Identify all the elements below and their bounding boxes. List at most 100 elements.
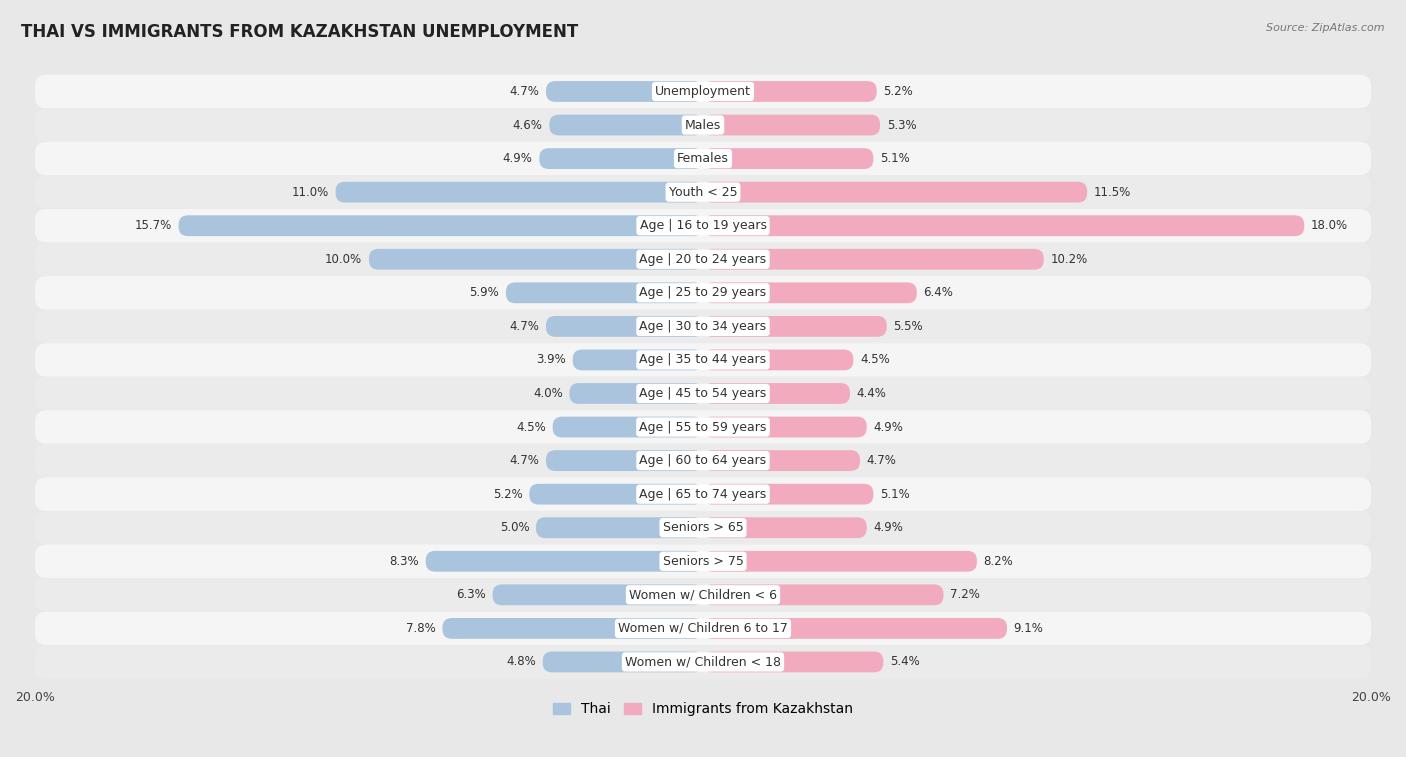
Text: Age | 30 to 34 years: Age | 30 to 34 years	[640, 320, 766, 333]
FancyBboxPatch shape	[536, 517, 703, 538]
FancyBboxPatch shape	[703, 249, 1043, 269]
Text: 10.2%: 10.2%	[1050, 253, 1088, 266]
FancyBboxPatch shape	[543, 652, 703, 672]
Text: Unemployment: Unemployment	[655, 85, 751, 98]
FancyBboxPatch shape	[546, 81, 703, 102]
Text: 5.3%: 5.3%	[887, 119, 917, 132]
FancyBboxPatch shape	[703, 484, 873, 505]
Text: 5.1%: 5.1%	[880, 152, 910, 165]
Legend: Thai, Immigrants from Kazakhstan: Thai, Immigrants from Kazakhstan	[547, 696, 859, 721]
Text: 15.7%: 15.7%	[135, 220, 172, 232]
Text: 7.8%: 7.8%	[406, 622, 436, 635]
FancyBboxPatch shape	[703, 114, 880, 136]
FancyBboxPatch shape	[553, 416, 703, 438]
FancyBboxPatch shape	[506, 282, 703, 304]
FancyBboxPatch shape	[179, 215, 703, 236]
Text: Youth < 25: Youth < 25	[669, 185, 737, 198]
FancyBboxPatch shape	[546, 316, 703, 337]
Text: 4.9%: 4.9%	[503, 152, 533, 165]
FancyBboxPatch shape	[443, 618, 703, 639]
Text: Women w/ Children 6 to 17: Women w/ Children 6 to 17	[619, 622, 787, 635]
FancyBboxPatch shape	[572, 350, 703, 370]
FancyBboxPatch shape	[35, 511, 1371, 544]
FancyBboxPatch shape	[703, 450, 860, 471]
Text: 3.9%: 3.9%	[536, 354, 567, 366]
Text: 5.0%: 5.0%	[499, 522, 529, 534]
Text: 5.9%: 5.9%	[470, 286, 499, 299]
FancyBboxPatch shape	[35, 410, 1371, 444]
Text: Seniors > 65: Seniors > 65	[662, 522, 744, 534]
Text: 4.9%: 4.9%	[873, 421, 903, 434]
FancyBboxPatch shape	[35, 142, 1371, 176]
Text: 4.9%: 4.9%	[873, 522, 903, 534]
Text: Seniors > 75: Seniors > 75	[662, 555, 744, 568]
FancyBboxPatch shape	[703, 316, 887, 337]
Text: 4.7%: 4.7%	[509, 85, 540, 98]
Text: Age | 45 to 54 years: Age | 45 to 54 years	[640, 387, 766, 400]
Text: Age | 35 to 44 years: Age | 35 to 44 years	[640, 354, 766, 366]
Text: 5.5%: 5.5%	[893, 320, 922, 333]
Text: 5.2%: 5.2%	[494, 488, 523, 500]
Text: 18.0%: 18.0%	[1310, 220, 1348, 232]
FancyBboxPatch shape	[550, 114, 703, 136]
Text: 4.8%: 4.8%	[506, 656, 536, 668]
FancyBboxPatch shape	[703, 652, 883, 672]
FancyBboxPatch shape	[35, 645, 1371, 679]
FancyBboxPatch shape	[703, 182, 1087, 203]
FancyBboxPatch shape	[569, 383, 703, 404]
Text: 11.5%: 11.5%	[1094, 185, 1130, 198]
FancyBboxPatch shape	[703, 81, 877, 102]
Text: Females: Females	[678, 152, 728, 165]
Text: 4.7%: 4.7%	[509, 454, 540, 467]
FancyBboxPatch shape	[703, 215, 1305, 236]
FancyBboxPatch shape	[546, 450, 703, 471]
Text: 4.7%: 4.7%	[866, 454, 897, 467]
Text: 9.1%: 9.1%	[1014, 622, 1043, 635]
FancyBboxPatch shape	[35, 176, 1371, 209]
Text: Age | 20 to 24 years: Age | 20 to 24 years	[640, 253, 766, 266]
Text: 5.4%: 5.4%	[890, 656, 920, 668]
FancyBboxPatch shape	[35, 343, 1371, 377]
Text: Women w/ Children < 6: Women w/ Children < 6	[628, 588, 778, 601]
FancyBboxPatch shape	[35, 377, 1371, 410]
FancyBboxPatch shape	[426, 551, 703, 572]
Text: THAI VS IMMIGRANTS FROM KAZAKHSTAN UNEMPLOYMENT: THAI VS IMMIGRANTS FROM KAZAKHSTAN UNEMP…	[21, 23, 578, 41]
FancyBboxPatch shape	[540, 148, 703, 169]
Text: 8.2%: 8.2%	[984, 555, 1014, 568]
FancyBboxPatch shape	[35, 612, 1371, 645]
FancyBboxPatch shape	[529, 484, 703, 505]
Text: Women w/ Children < 18: Women w/ Children < 18	[626, 656, 780, 668]
Text: Age | 65 to 74 years: Age | 65 to 74 years	[640, 488, 766, 500]
FancyBboxPatch shape	[35, 108, 1371, 142]
FancyBboxPatch shape	[368, 249, 703, 269]
FancyBboxPatch shape	[35, 75, 1371, 108]
Text: 8.3%: 8.3%	[389, 555, 419, 568]
FancyBboxPatch shape	[35, 276, 1371, 310]
Text: 11.0%: 11.0%	[291, 185, 329, 198]
Text: 5.1%: 5.1%	[880, 488, 910, 500]
FancyBboxPatch shape	[35, 209, 1371, 242]
FancyBboxPatch shape	[703, 517, 866, 538]
Text: 4.6%: 4.6%	[513, 119, 543, 132]
Text: 4.0%: 4.0%	[533, 387, 562, 400]
FancyBboxPatch shape	[703, 416, 866, 438]
Text: Age | 25 to 29 years: Age | 25 to 29 years	[640, 286, 766, 299]
FancyBboxPatch shape	[35, 578, 1371, 612]
FancyBboxPatch shape	[703, 148, 873, 169]
FancyBboxPatch shape	[492, 584, 703, 606]
FancyBboxPatch shape	[703, 383, 851, 404]
Text: 10.0%: 10.0%	[325, 253, 363, 266]
Text: 4.5%: 4.5%	[860, 354, 890, 366]
FancyBboxPatch shape	[336, 182, 703, 203]
Text: Age | 16 to 19 years: Age | 16 to 19 years	[640, 220, 766, 232]
Text: 6.4%: 6.4%	[924, 286, 953, 299]
Text: 4.4%: 4.4%	[856, 387, 887, 400]
FancyBboxPatch shape	[35, 310, 1371, 343]
FancyBboxPatch shape	[35, 242, 1371, 276]
FancyBboxPatch shape	[35, 478, 1371, 511]
Text: 4.7%: 4.7%	[509, 320, 540, 333]
FancyBboxPatch shape	[35, 544, 1371, 578]
FancyBboxPatch shape	[703, 350, 853, 370]
FancyBboxPatch shape	[703, 282, 917, 304]
FancyBboxPatch shape	[35, 444, 1371, 478]
